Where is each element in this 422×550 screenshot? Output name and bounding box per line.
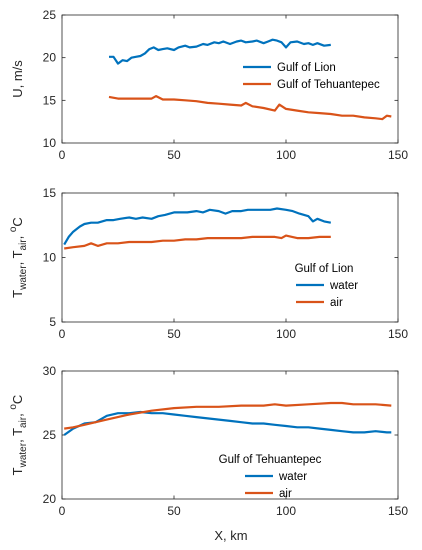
legend-entry-label: Gulf of Lion: [277, 62, 336, 74]
y-tick-label: 25: [43, 8, 57, 22]
y-axis-label-part: air: [18, 416, 29, 428]
x-tick-label: 0: [59, 148, 66, 162]
x-tick-label: 0: [59, 504, 66, 518]
y-axis-label-part: o: [8, 404, 19, 410]
y-tick-label: 15: [43, 93, 57, 107]
y-axis-label-part: T: [10, 290, 25, 298]
x-tick-label: 0: [59, 327, 66, 341]
y-axis-label-part: C: [10, 217, 25, 226]
x-tick-label: 100: [276, 504, 296, 518]
y-axis-label-part: T: [10, 467, 25, 475]
y-axis-label-part: ,: [10, 232, 25, 239]
x-tick-label: 50: [167, 327, 181, 341]
series-line-air: [64, 401, 392, 430]
y-tick-label: 10: [43, 251, 57, 265]
legend-title: Gulf of Tehuantepec: [219, 454, 322, 466]
y-tick-label: 10: [43, 136, 57, 150]
x-tick-label: 150: [388, 504, 408, 518]
legend: Gulf of Tehuantepec water air: [219, 454, 322, 500]
y-tick-label: 20: [43, 492, 57, 506]
y-axis-label-part: o: [8, 226, 19, 232]
x-tick-label: 50: [167, 148, 181, 162]
y-axis-label: U, m/s: [10, 60, 25, 98]
series-line-gulf-of-lion: [109, 38, 331, 65]
y-axis-label-part: , T: [10, 250, 25, 265]
y-axis-label-part: water: [18, 265, 29, 291]
x-tick-label: 150: [388, 148, 408, 162]
y-tick-label: 15: [43, 186, 57, 200]
series-line-air: [64, 234, 331, 250]
x-tick-label: 100: [276, 148, 296, 162]
series-line-water: [63, 207, 332, 246]
plot-area-frame: [61, 370, 399, 500]
legend-entry-label: water: [278, 471, 307, 483]
y-tick-label: 25: [43, 428, 57, 442]
series-line-water: [63, 410, 392, 436]
legend: Gulf of Lion Gulf of Tehuantepec: [243, 62, 380, 91]
y-axis-label-part: ,: [10, 410, 25, 417]
y-axis-label-part: water: [18, 442, 29, 468]
series-line-gulf-of-tehuantepec: [108, 94, 392, 121]
y-tick-label: 20: [43, 51, 57, 65]
y-axis-label-part: air: [18, 239, 29, 251]
legend: Gulf of Lion water air: [295, 263, 359, 309]
y-axis-label-part: C: [10, 395, 25, 404]
legend-title: Gulf of Lion: [295, 263, 354, 275]
legend-entry-label: water: [329, 280, 358, 292]
y-axis-label-part: , T: [10, 428, 25, 443]
x-axis-label: X, km: [214, 528, 247, 543]
y-tick-label: 30: [43, 364, 57, 378]
plot-area-frame: [61, 14, 399, 144]
y-axis-label: Twater, Tair, oC: [8, 395, 29, 476]
x-tick-label: 150: [388, 327, 408, 341]
y-axis-label: Twater, Tair, oC: [8, 217, 29, 298]
legend-entry-label: Gulf of Tehuantepec: [277, 79, 380, 91]
legend-entry-label: air: [279, 488, 292, 500]
x-tick-label: 100: [276, 327, 296, 341]
y-tick-label: 5: [49, 315, 56, 329]
legend-entry-label: air: [330, 297, 343, 309]
x-tick-label: 50: [167, 504, 181, 518]
